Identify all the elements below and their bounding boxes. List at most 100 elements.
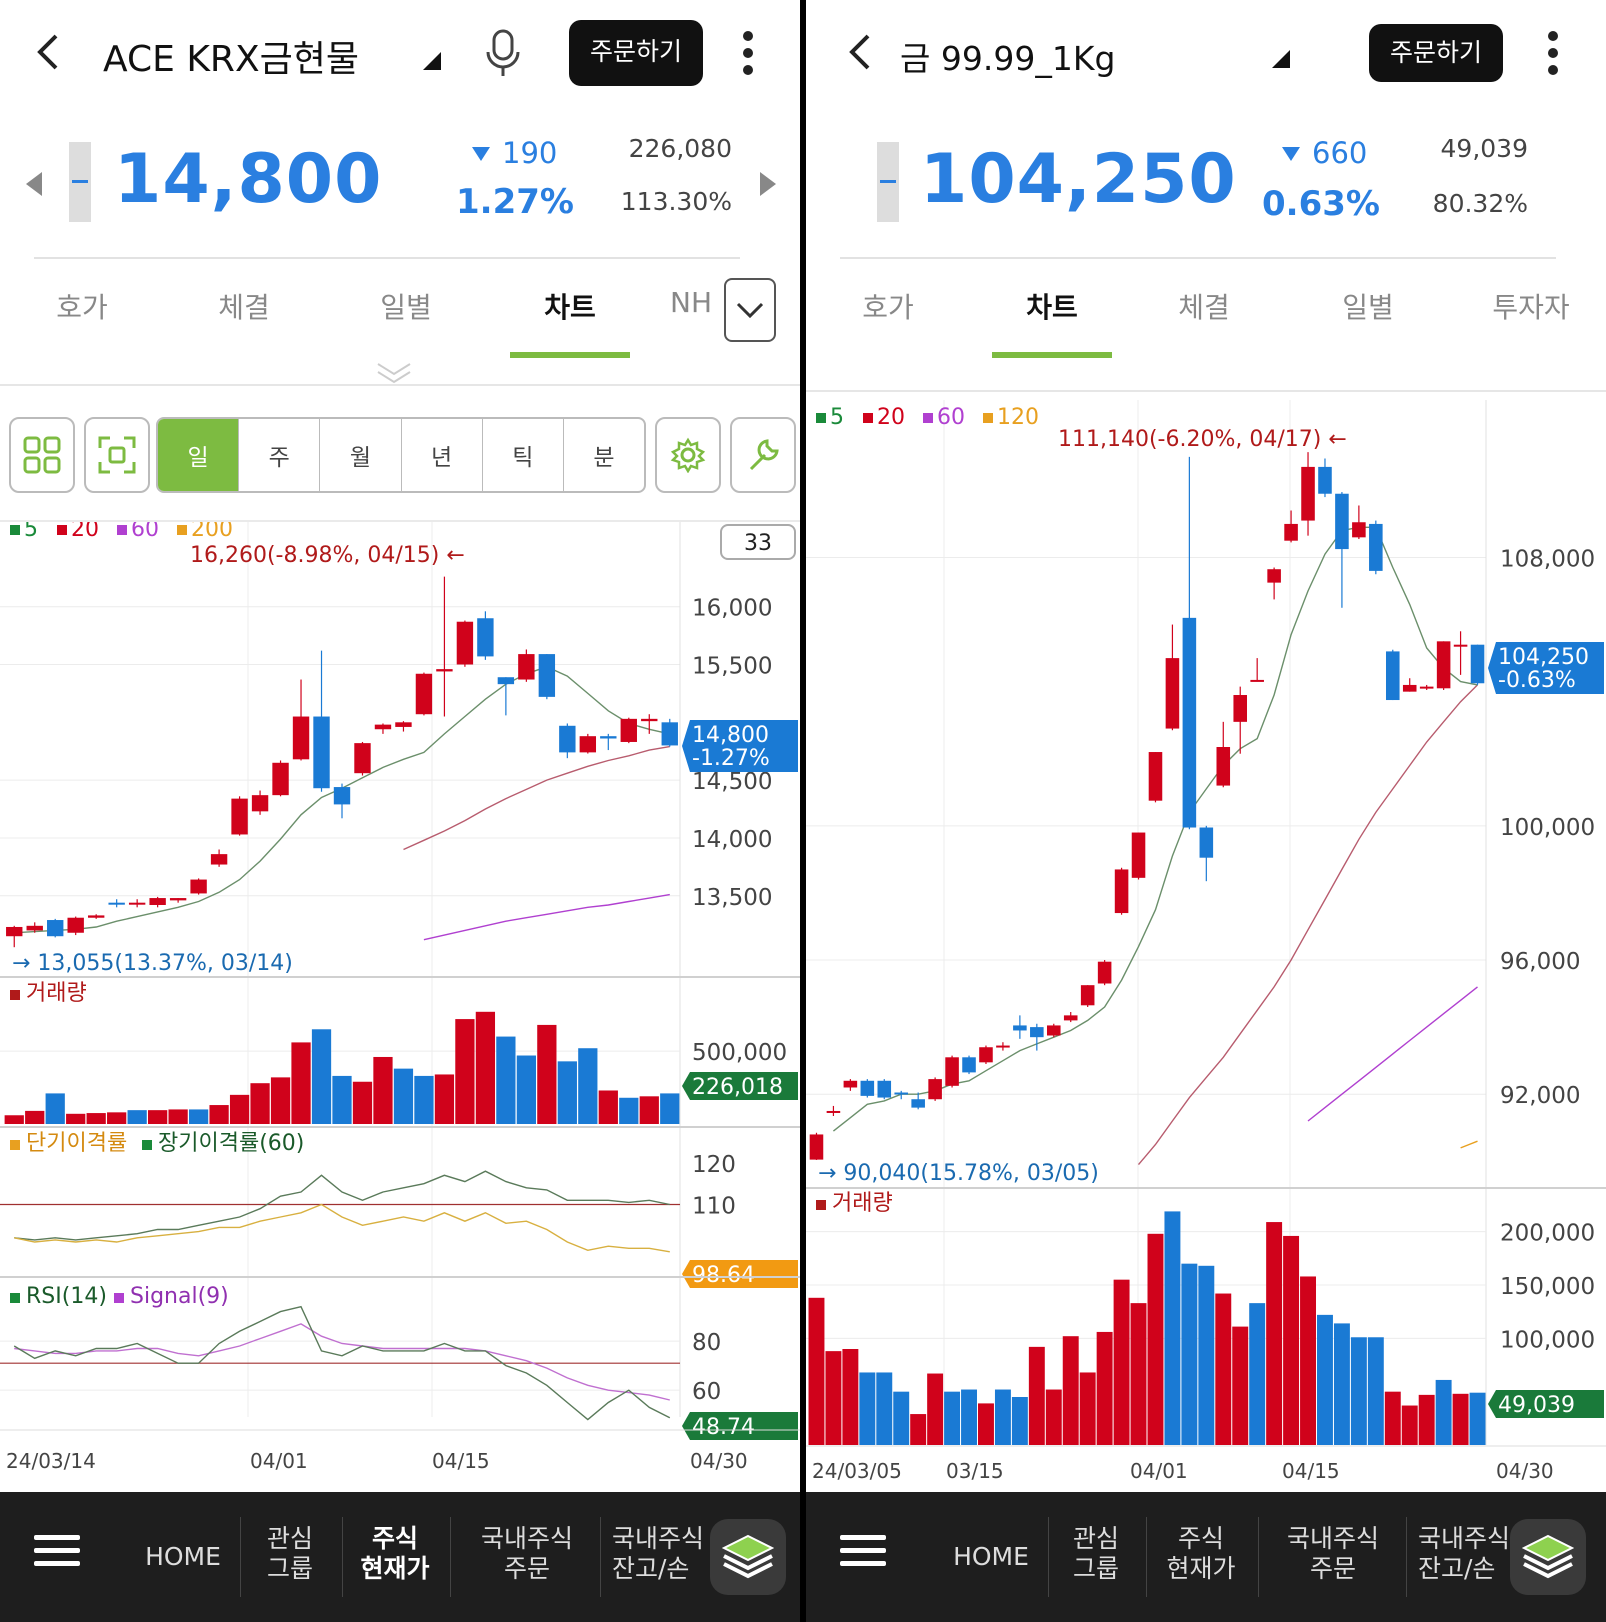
period-minute[interactable]: 분 [593, 445, 615, 471]
volume-bar [1401, 1405, 1418, 1445]
nav-domestic-order[interactable]: 국내주식 주문 [480, 1524, 573, 1583]
right-chart-area[interactable]: 108,000 100,000 96,000 92,000 5 20 60 120 111,14… [806, 400, 1606, 1490]
nav-watchlist[interactable]: 관심 그룹 [266, 1524, 313, 1583]
next-stock-icon[interactable] [760, 172, 776, 200]
candle-body [6, 926, 23, 937]
volume-bar [148, 1110, 168, 1124]
volume-bar [188, 1109, 209, 1124]
menu-icon[interactable] [840, 1527, 886, 1574]
order-button[interactable]: 주문하기 [1369, 24, 1503, 82]
wrench-icon [749, 439, 779, 471]
candle-body [1013, 1025, 1027, 1031]
candle-body [1063, 1015, 1078, 1021]
candle-body [87, 915, 105, 918]
layout-grid-button[interactable] [9, 417, 75, 493]
volume-bar [434, 1074, 455, 1124]
volume-bar [1435, 1379, 1452, 1445]
volume-bar [393, 1068, 414, 1124]
tab-daily[interactable]: 일별 [380, 291, 432, 324]
active-tab-indicator [992, 352, 1112, 358]
gear-icon [670, 437, 706, 473]
candle-body [1419, 686, 1434, 689]
more-menu-icon[interactable] [742, 30, 754, 80]
x-tick-label: 04/15 [1282, 1459, 1340, 1483]
volume-bar [961, 1389, 977, 1445]
menu-icon[interactable] [34, 1527, 80, 1574]
nav-current-price[interactable]: 주식 현재가 [360, 1524, 430, 1583]
volume-bar [537, 1024, 557, 1124]
tab-orderbook[interactable]: 호가 [56, 291, 108, 324]
price-range-bar [69, 142, 91, 222]
y-tick-label: 80 [692, 1330, 721, 1356]
volume-bar [639, 1096, 659, 1124]
prev-stock-icon[interactable] [26, 172, 42, 200]
stock-title[interactable]: ACE KRX금현물 [103, 39, 359, 80]
layers-button[interactable] [1510, 1519, 1586, 1595]
tabs-expand-button[interactable] [724, 278, 776, 342]
legend-swatch [10, 1140, 20, 1150]
nav-watchlist[interactable]: 관심 그룹 [1072, 1524, 1119, 1583]
tab-daily[interactable]: 일별 [1342, 291, 1394, 324]
more-menu-icon[interactable] [1547, 30, 1559, 80]
indicator-tools-button[interactable] [730, 417, 796, 493]
trade-volume: 49,039 [1440, 134, 1528, 163]
period-month[interactable]: 월 [320, 419, 402, 491]
legend-label: 5 [830, 405, 844, 430]
tab-nh[interactable]: NH [670, 286, 712, 319]
left-chart-area[interactable]: 16,000 15,500 14,500 14,000 13,500 5 20 60 20016… [0, 522, 800, 1480]
tab-trades[interactable]: 체결 [1178, 291, 1230, 324]
fullscreen-button[interactable] [84, 417, 150, 493]
candle-body [1165, 658, 1180, 729]
nav-domestic-balance[interactable]: 국내주식 잔고/손 [612, 1524, 705, 1583]
candle-count-box[interactable]: 33 [720, 524, 796, 560]
grid-icon [23, 436, 61, 474]
volume-bar [127, 1110, 147, 1124]
price-change-pct: 1.27% [456, 182, 574, 222]
candle-body [1335, 493, 1349, 550]
tab-orderbook[interactable]: 호가 [862, 291, 914, 324]
volume-ratio: 80.32% [1432, 189, 1528, 218]
period-week[interactable]: 주 [239, 419, 321, 491]
candle-body [911, 1099, 925, 1108]
title-dropdown-icon[interactable] [423, 52, 441, 74]
volume-bar [209, 1105, 229, 1124]
volume-bar [25, 1110, 45, 1124]
volume-bar [66, 1113, 86, 1124]
disparity-last-tag-text: 98.64 [692, 1263, 755, 1288]
chart-settings-button[interactable] [655, 417, 721, 493]
tab-investors[interactable]: 투자자 [1492, 291, 1570, 324]
nav-home[interactable]: HOME [145, 1542, 221, 1571]
rsi-label: RSI(14) [26, 1284, 107, 1309]
period-day[interactable]: 일 [158, 419, 240, 491]
layers-button[interactable] [710, 1519, 786, 1595]
nav-home[interactable]: HOME [953, 1542, 1029, 1571]
candle-body [456, 621, 474, 665]
nav-current-price[interactable]: 주식 현재가 [1166, 1524, 1236, 1583]
back-icon[interactable] [32, 30, 62, 85]
volume-bar [1333, 1323, 1350, 1445]
period-year[interactable]: 년 [402, 419, 483, 491]
legend-swatch [142, 1140, 152, 1150]
tab-trades[interactable]: 체결 [218, 291, 270, 324]
volume-bar [1367, 1337, 1384, 1445]
order-button[interactable]: 주문하기 [569, 20, 703, 86]
candle-body [996, 1045, 1010, 1048]
period-tick[interactable]: 틱 [483, 419, 564, 491]
nav-domestic-balance[interactable]: 국내주식 잔고/손 [1418, 1524, 1511, 1583]
volume-bar [496, 1036, 516, 1124]
volume-bar [598, 1090, 618, 1124]
stock-title[interactable]: 금 99.99_1Kg [900, 39, 1116, 78]
candle-body [108, 902, 125, 905]
volume-bar [1062, 1336, 1079, 1445]
tab-chart[interactable]: 차트 [544, 291, 596, 324]
candle-body [894, 1092, 909, 1095]
volume-bar [4, 1115, 24, 1124]
y-tick-label: 14,500 [692, 769, 772, 795]
nav-domestic-order[interactable]: 국내주식 주문 [1286, 1524, 1379, 1583]
x-tick-label: 04/15 [432, 1449, 490, 1473]
back-icon[interactable] [844, 30, 874, 78]
collapse-handle-icon[interactable] [376, 362, 412, 388]
title-dropdown-icon[interactable] [1272, 50, 1290, 72]
microphone-icon[interactable] [485, 28, 521, 82]
tab-chart[interactable]: 차트 [1026, 291, 1078, 324]
